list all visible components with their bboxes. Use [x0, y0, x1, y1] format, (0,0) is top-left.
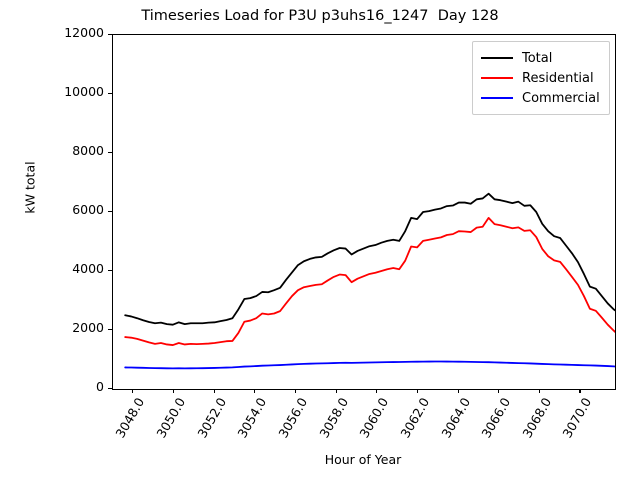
legend-swatch-total: [481, 57, 513, 59]
y-axis-tick-label: 6000: [72, 202, 104, 217]
x-axis-tick-mark: [538, 389, 540, 393]
y-axis-tick-mark: [108, 211, 112, 213]
y-axis-tick-label: 2000: [72, 320, 104, 335]
x-axis-tick-mark: [254, 389, 256, 393]
y-axis-tick-label: 12000: [64, 25, 104, 40]
x-axis-tick-label: 3064.0: [437, 395, 473, 441]
x-axis-tick-mark: [213, 389, 215, 393]
legend-swatch-commercial: [481, 97, 513, 99]
chart-title: Timeseries Load for P3U p3uhs16_1247 Day…: [141, 8, 499, 24]
x-axis-tick-label: 3054.0: [234, 395, 270, 441]
series-line-residential: [124, 216, 615, 346]
x-axis-tick-label: 3062.0: [397, 395, 433, 441]
legend-label-residential: Residential: [522, 70, 594, 86]
x-axis-tick-label: 3068.0: [519, 395, 555, 441]
x-axis-tick-label: 3052.0: [194, 395, 229, 441]
y-axis-tick-mark: [108, 152, 112, 154]
legend-label-commercial: Commercial: [522, 90, 600, 106]
x-axis-tick-mark: [579, 389, 581, 393]
series-line-commercial: [124, 360, 615, 370]
plot-lines: [124, 192, 615, 370]
x-axis-tick-mark: [376, 389, 378, 393]
series-line-total: [124, 192, 615, 326]
x-axis-tick-mark: [294, 389, 296, 393]
x-axis-tick-mark: [498, 389, 500, 393]
legend-item-residential: Residential: [481, 68, 600, 88]
x-axis-tick-mark: [416, 389, 418, 393]
legend-item-commercial: Commercial: [481, 88, 600, 108]
x-axis-label: Hour of Year: [324, 452, 402, 467]
x-axis-tick-label: 3070.0: [559, 395, 595, 441]
y-axis-tick-label: 10000: [64, 84, 104, 99]
x-axis-tick-label: 3058.0: [315, 395, 351, 441]
y-axis-label: kW total: [22, 161, 38, 214]
y-axis-tick-mark: [108, 329, 112, 331]
x-axis-tick-label: 3060.0: [356, 395, 392, 441]
x-axis-tick-label: 3066.0: [478, 395, 514, 441]
legend-swatch-residential: [481, 77, 513, 79]
y-axis-tick-labels: 0 2000 4000 6000 8000 10000 12000: [0, 0, 104, 480]
y-axis-tick-label: 4000: [72, 261, 104, 276]
y-axis-tick-label: 8000: [72, 143, 104, 158]
y-axis-tick-label: 0: [96, 379, 104, 394]
y-axis-tick-mark: [108, 270, 112, 272]
chart-legend: Total Residential Commercial: [472, 41, 610, 115]
legend-item-total: Total: [481, 48, 600, 68]
y-axis-tick-mark: [108, 34, 112, 36]
y-axis-tick-mark: [108, 388, 112, 390]
x-axis-tick-label: 3050.0: [153, 395, 189, 441]
x-axis-tick-label: 3056.0: [275, 395, 311, 441]
x-axis-tick-mark: [335, 389, 337, 393]
x-axis-tick-mark: [457, 389, 459, 393]
legend-label-total: Total: [522, 50, 553, 66]
x-axis-tick-mark: [172, 389, 175, 393]
x-axis-tick-label: 3048.0: [112, 395, 148, 441]
y-axis-tick-mark: [108, 93, 112, 95]
x-axis-tick-mark: [132, 389, 134, 393]
